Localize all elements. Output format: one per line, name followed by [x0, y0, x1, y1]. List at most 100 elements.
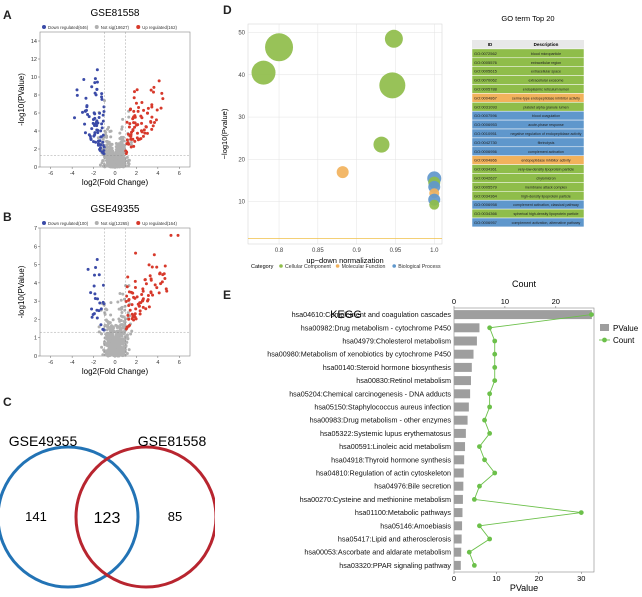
data-point	[75, 88, 79, 92]
data-point	[122, 297, 126, 301]
count-point	[492, 365, 498, 370]
table-cell-id: GO:0010951	[474, 131, 498, 136]
data-point	[132, 90, 136, 94]
data-point	[134, 317, 138, 321]
table-cell-id: GO:0006956	[474, 149, 498, 154]
table-cell-description: extracellular space	[531, 70, 561, 74]
data-point	[100, 122, 104, 126]
data-point	[126, 275, 130, 279]
table-cell-description: serine-type endopeptidase inhibitor acti…	[512, 96, 580, 100]
data-point	[97, 330, 101, 334]
count-point	[482, 417, 487, 423]
data-point	[104, 307, 108, 311]
bottom-tick-label: 10	[492, 574, 500, 583]
data-point	[114, 336, 118, 340]
data-point	[143, 278, 147, 282]
data-point	[125, 352, 129, 356]
count-line	[468, 314, 592, 566]
data-point	[95, 316, 99, 320]
data-point	[104, 133, 108, 137]
x-axis-label: log2(Fold Change)	[82, 367, 149, 376]
data-point	[132, 109, 136, 113]
data-point	[102, 109, 106, 113]
data-point	[114, 157, 118, 161]
pvalue-bar	[454, 560, 461, 570]
data-point	[91, 312, 95, 316]
data-point	[109, 301, 113, 305]
data-point	[85, 104, 89, 108]
x-tick-label: 0	[113, 171, 116, 177]
data-point	[111, 325, 115, 329]
data-point	[108, 326, 112, 330]
count-point	[487, 536, 493, 542]
data-point	[109, 313, 113, 317]
data-point	[101, 137, 105, 141]
data-point	[118, 157, 122, 161]
x-tick-label: -2	[91, 360, 96, 366]
data-point	[130, 329, 134, 333]
data-point	[114, 141, 118, 145]
legend-marker	[392, 264, 396, 268]
x-tick-label: 6	[178, 171, 181, 177]
data-point	[104, 131, 108, 135]
data-point	[124, 317, 128, 321]
data-point	[92, 140, 96, 144]
table-header-description: Description	[534, 42, 559, 47]
data-point	[110, 142, 114, 146]
x-tick-label: 4	[156, 171, 159, 177]
data-point	[122, 315, 126, 319]
category-label: hsa00980:Metabolism of xenobiotics by cy…	[267, 350, 451, 359]
data-point	[141, 134, 145, 138]
data-point	[105, 334, 109, 338]
data-point	[126, 164, 130, 168]
bubble	[384, 29, 403, 48]
legend-marker	[335, 264, 340, 268]
data-point	[102, 99, 106, 103]
data-point	[90, 307, 94, 311]
x-axis-label-top: Count	[512, 279, 537, 289]
data-point	[108, 351, 112, 355]
table-cell-id: GO:0072562	[474, 51, 498, 56]
pvalue-bar	[454, 310, 592, 320]
data-point	[117, 352, 121, 356]
data-point	[129, 332, 133, 336]
data-point	[121, 292, 125, 296]
y-tick-label: 3	[34, 299, 37, 305]
pvalue-bar	[454, 336, 477, 346]
kegg-title: KEGG	[330, 309, 362, 321]
data-point	[75, 93, 79, 97]
data-point	[163, 264, 167, 268]
data-point	[149, 120, 153, 124]
data-point	[132, 144, 136, 148]
y-tick-label: 30	[238, 115, 245, 121]
data-point	[105, 143, 109, 147]
legend-label: Not sig(18627)	[101, 25, 130, 30]
legend-marker	[94, 25, 99, 29]
data-point	[140, 130, 144, 134]
data-point	[134, 307, 138, 311]
data-point	[120, 127, 124, 131]
data-point	[122, 339, 126, 343]
data-point	[120, 311, 124, 315]
data-point	[127, 290, 131, 294]
data-point	[97, 115, 101, 119]
data-point	[155, 286, 159, 290]
data-point	[132, 96, 136, 100]
data-point	[112, 162, 116, 166]
data-point	[96, 297, 100, 301]
data-point	[93, 77, 97, 81]
data-point	[93, 91, 97, 95]
legend-marker-point	[602, 337, 607, 343]
data-point	[84, 96, 88, 100]
pvalue-bar	[454, 508, 463, 518]
top-tick-label: 0	[452, 297, 456, 306]
data-point	[96, 131, 100, 135]
data-point	[95, 128, 99, 132]
data-point	[124, 152, 128, 156]
table-cell-description: acute-phase response	[528, 123, 564, 127]
y-tick-label: 4	[34, 281, 37, 287]
plot-frame	[453, 307, 595, 573]
data-point	[107, 156, 111, 160]
data-point	[83, 109, 87, 113]
pvalue-bar	[454, 415, 468, 425]
